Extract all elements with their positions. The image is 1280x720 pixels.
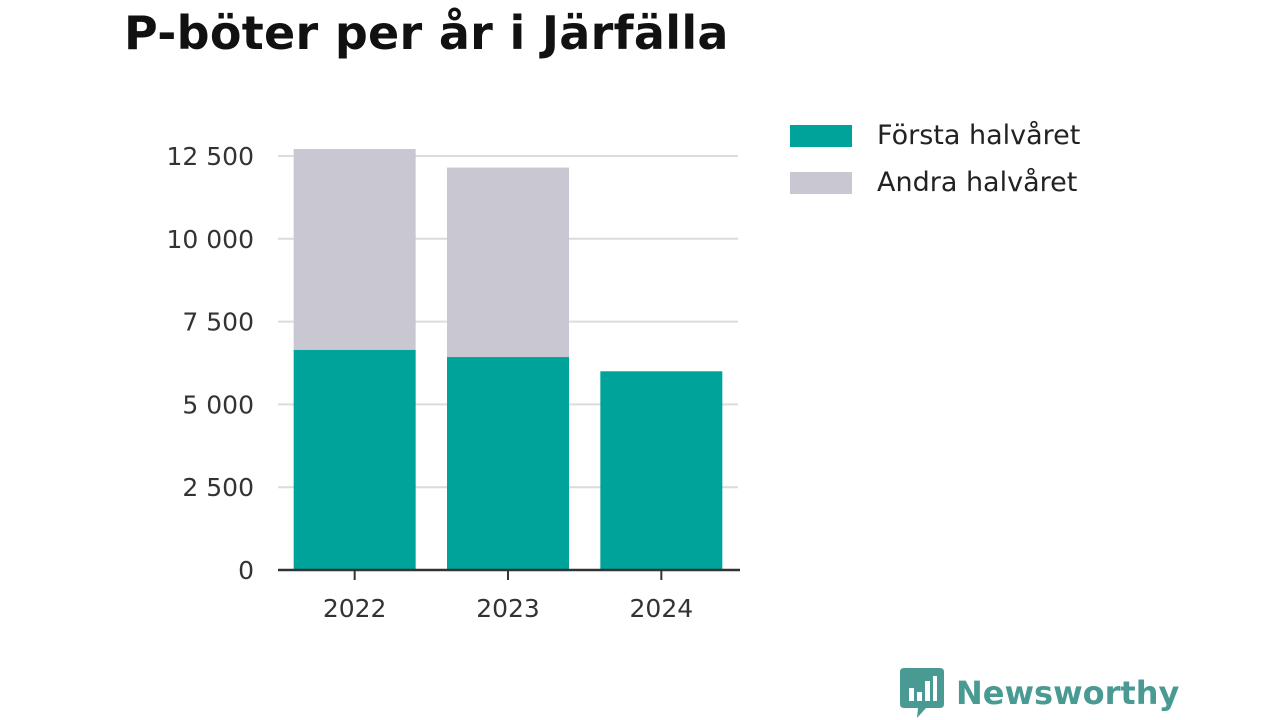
legend-swatch-first-half xyxy=(790,124,852,147)
legend-label-first-half: Första halvåret xyxy=(877,120,1081,151)
bar-2023-second-half xyxy=(447,167,569,358)
bars xyxy=(293,149,723,570)
legend-label-second-half: Andra halvåret xyxy=(877,167,1078,198)
brand-name: Newsworthy xyxy=(956,674,1180,712)
bar-chart-speech-bubble-icon xyxy=(900,668,944,718)
y-tick-label: 0 xyxy=(238,556,254,585)
brand-logo: Newsworthy xyxy=(900,668,1179,718)
legend-swatch-second-half xyxy=(790,171,852,194)
legend-item-first-half: Första halvåret xyxy=(790,112,1080,159)
y-tick-label: 5 000 xyxy=(182,390,254,419)
legend: Första halvåret Andra halvåret xyxy=(790,112,1080,206)
bar-2023-first-half xyxy=(447,357,569,570)
legend-item-second-half: Andra halvåret xyxy=(790,159,1080,206)
x-tick-label: 2024 xyxy=(630,594,694,623)
bar-2024-first-half xyxy=(600,371,723,570)
y-tick-label: 12 500 xyxy=(167,142,254,171)
x-tick-label: 2023 xyxy=(476,594,540,623)
bar-2022-second-half xyxy=(293,149,416,350)
y-tick-label: 2 500 xyxy=(182,473,254,502)
bar-2022-first-half xyxy=(293,349,416,570)
x-tick-label: 2022 xyxy=(323,594,387,623)
y-tick-label: 7 500 xyxy=(182,308,254,337)
axes: 0 2 500 5 000 7 500 10 000 12 500 2022 2023 2024 xyxy=(167,142,740,623)
chart-title: P-böter per år i Järfälla xyxy=(124,6,729,60)
y-tick-label: 10 000 xyxy=(167,225,254,254)
